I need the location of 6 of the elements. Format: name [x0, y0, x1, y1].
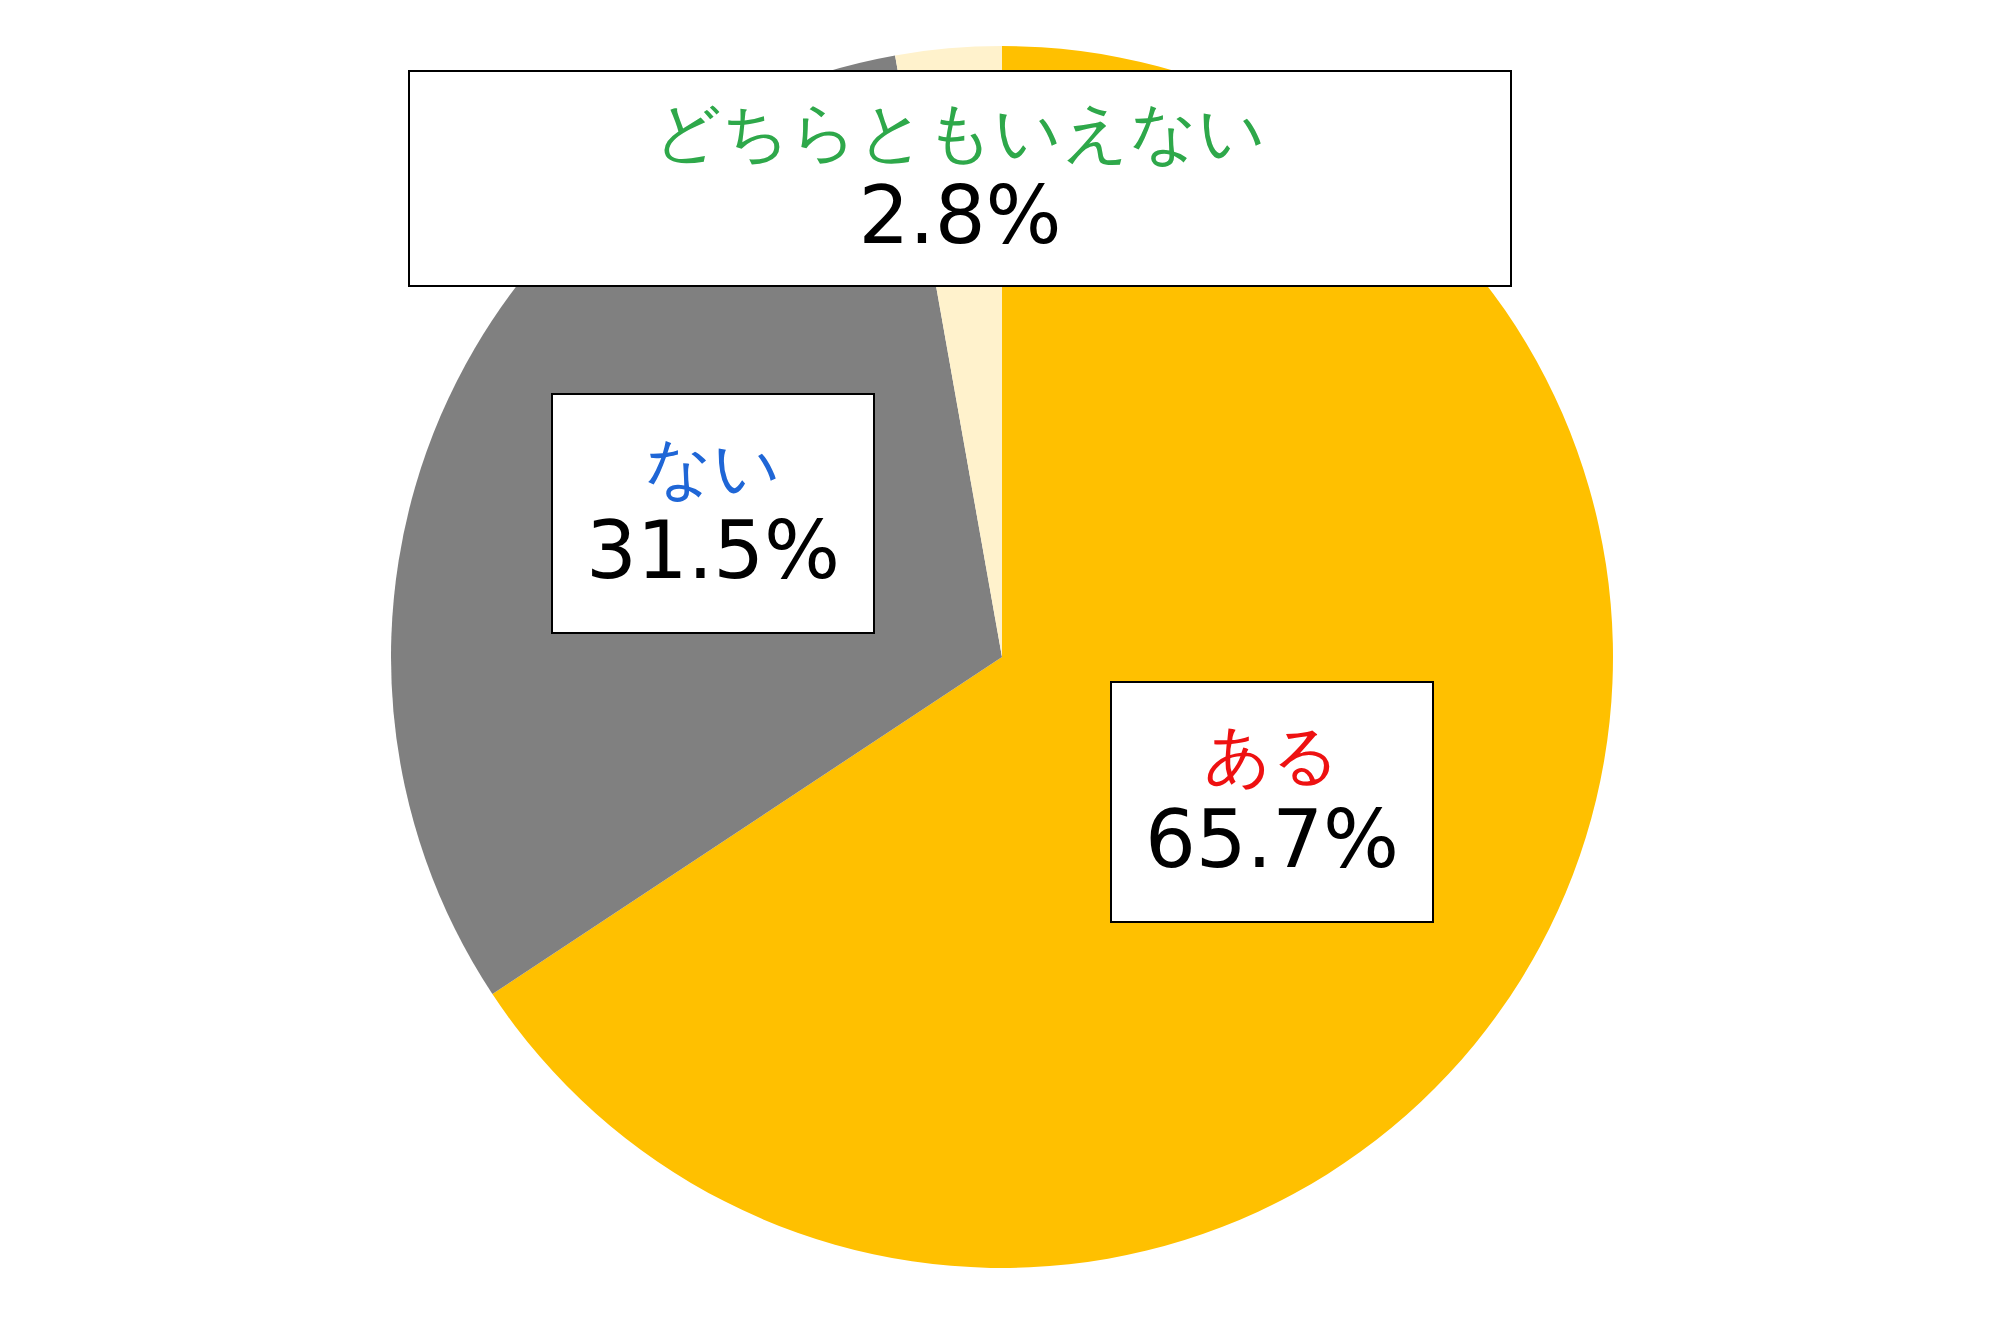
data-label: 2.8% — [858, 169, 1062, 263]
data-label: 65.7% — [1144, 792, 1400, 886]
slice-label: ある — [1204, 717, 1340, 795]
slice-label: ない — [645, 428, 781, 506]
data-label: 31.5% — [585, 504, 841, 598]
slice-label: どちらともいえない — [654, 93, 1266, 171]
